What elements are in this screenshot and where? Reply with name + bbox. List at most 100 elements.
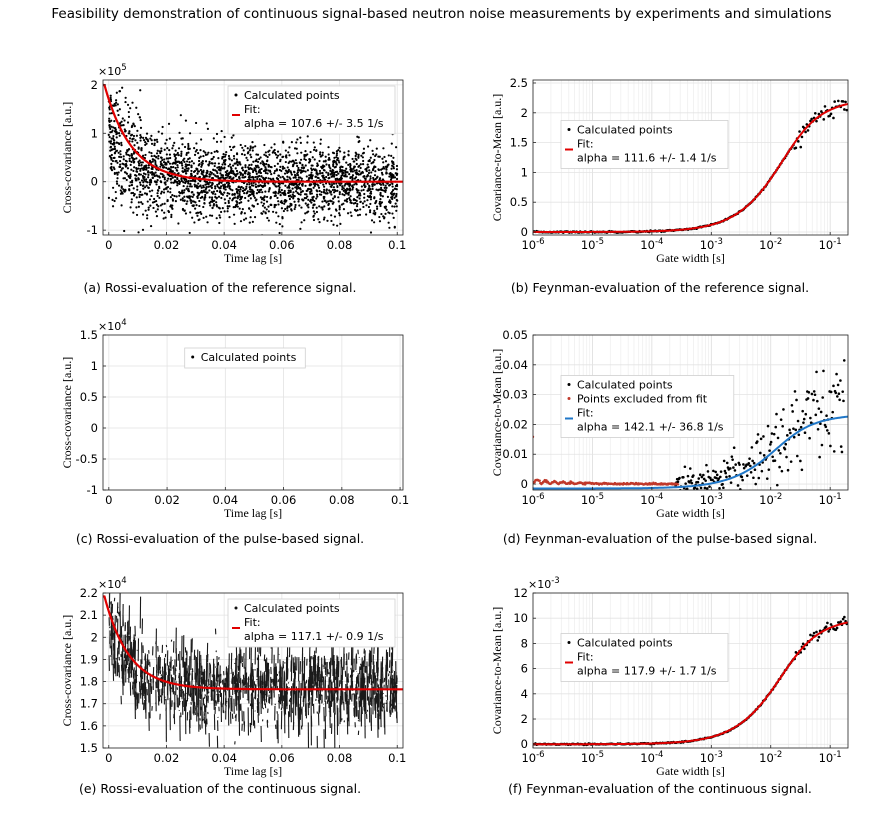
data-point	[389, 309, 391, 311]
data-point	[379, 205, 381, 207]
data-point	[383, 217, 385, 219]
data-point	[183, 309, 185, 311]
data-point	[139, 182, 141, 184]
data-point	[181, 192, 183, 194]
data-point	[295, 309, 297, 311]
data-point	[169, 309, 171, 311]
data-point	[325, 309, 327, 311]
data-point	[194, 309, 196, 311]
data-point	[206, 309, 208, 311]
data-point	[372, 309, 374, 311]
data-point	[201, 309, 203, 311]
data-point	[114, 309, 116, 311]
data-point	[129, 309, 131, 311]
data-point	[185, 172, 187, 174]
data-point	[217, 309, 219, 311]
data-point	[386, 309, 388, 311]
data-point	[220, 197, 222, 199]
data-point	[199, 309, 201, 311]
data-point	[390, 309, 392, 311]
data-point	[158, 186, 160, 188]
data-point	[305, 309, 307, 311]
data-point	[209, 202, 211, 204]
data-point	[228, 309, 230, 311]
data-point	[336, 309, 338, 311]
data-point	[252, 146, 254, 148]
data-point	[354, 309, 356, 311]
data-point	[198, 218, 200, 220]
data-point	[280, 309, 282, 311]
data-point	[205, 309, 207, 311]
data-point	[203, 176, 205, 178]
data-point	[263, 309, 265, 311]
data-point	[204, 184, 206, 186]
data-point	[249, 154, 251, 156]
data-point	[390, 168, 392, 170]
data-point	[130, 161, 132, 163]
data-point	[288, 192, 290, 194]
data-point	[280, 309, 282, 311]
data-point	[379, 198, 381, 200]
data-point	[268, 188, 270, 190]
data-point	[370, 309, 372, 311]
data-point	[220, 309, 222, 311]
data-point	[363, 309, 365, 311]
data-point	[311, 192, 313, 194]
data-point	[280, 194, 282, 196]
data-point	[386, 209, 388, 211]
data-point	[336, 309, 338, 311]
data-point	[218, 309, 220, 311]
data-point	[157, 150, 159, 152]
data-point	[158, 309, 160, 311]
data-point	[141, 203, 143, 205]
data-point	[116, 162, 118, 164]
data-point	[186, 309, 188, 311]
data-point	[192, 309, 194, 311]
data-point	[202, 309, 204, 311]
data-point	[344, 183, 346, 185]
data-point	[348, 150, 350, 152]
data-point	[301, 309, 303, 311]
legend-swatch-dot	[235, 94, 238, 97]
data-point	[175, 167, 177, 169]
data-point	[373, 309, 375, 311]
data-point	[357, 214, 359, 216]
data-point	[282, 309, 284, 311]
data-point	[240, 309, 242, 311]
data-point	[358, 309, 360, 311]
data-point	[380, 309, 382, 311]
data-point	[169, 309, 171, 311]
data-point	[247, 309, 249, 311]
data-point	[291, 309, 293, 311]
data-point	[365, 309, 367, 311]
data-point	[391, 309, 393, 311]
data-point	[305, 309, 307, 311]
data-point	[376, 206, 378, 208]
data-point	[198, 160, 200, 162]
data-point	[312, 156, 314, 158]
data-point	[290, 170, 292, 172]
data-point	[288, 162, 290, 164]
data-point	[370, 171, 372, 173]
data-point	[155, 156, 157, 158]
data-point	[209, 309, 211, 311]
data-point	[163, 309, 165, 311]
data-point	[317, 174, 319, 176]
data-point	[276, 197, 278, 199]
data-point	[378, 309, 380, 311]
data-point	[357, 309, 359, 311]
data-point	[350, 309, 352, 311]
data-point	[196, 309, 198, 311]
data-point	[303, 309, 305, 311]
data-point	[190, 309, 192, 311]
data-point	[155, 174, 157, 176]
data-point	[197, 309, 199, 311]
data-point	[218, 214, 220, 216]
data-point	[141, 309, 143, 311]
data-point	[284, 172, 286, 174]
data-point	[174, 309, 176, 311]
data-point	[207, 128, 209, 130]
data-point	[354, 309, 356, 311]
data-point	[195, 309, 197, 311]
data-point	[385, 309, 387, 311]
